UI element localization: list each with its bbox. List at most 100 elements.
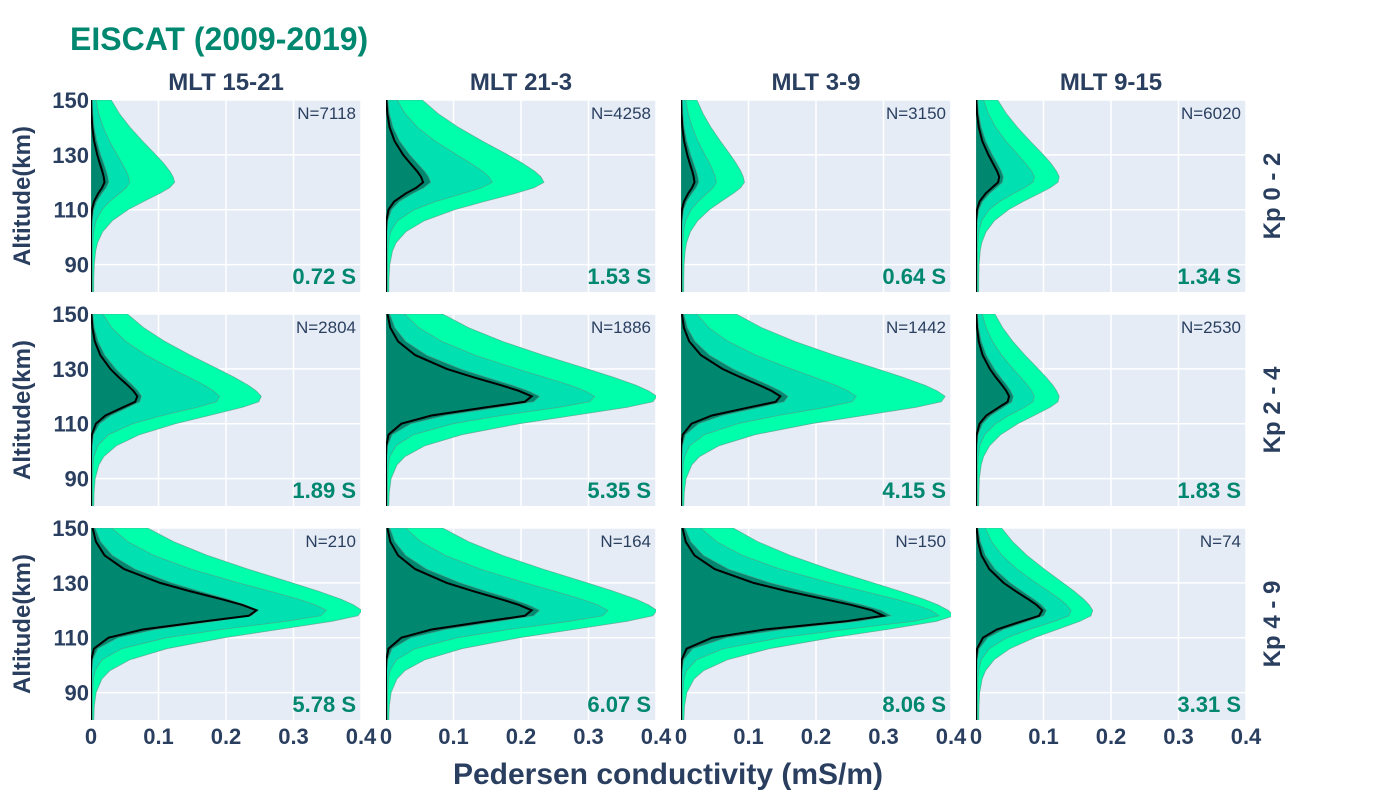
- x-tick-label: 0.4: [641, 724, 672, 749]
- total-conductance-label: 8.06 S: [882, 692, 946, 717]
- x-tick-label: 0: [675, 724, 687, 749]
- column-title-3: MLT 9-15: [1060, 69, 1162, 96]
- panel-2-1: N=164 6.07 S 0 0.1 0.2 0.3 0.4: [380, 527, 672, 749]
- x-tick-label: 0.4: [936, 724, 967, 749]
- panel-0-2: N=3150 0.64 S: [680, 99, 952, 292]
- column-title-1: MLT 21-3: [470, 69, 572, 96]
- median-line: [681, 100, 696, 292]
- sample-count-label: N=7118: [297, 104, 356, 123]
- x-tick-label: 0: [85, 724, 97, 749]
- x-tick-label: 0.1: [438, 724, 469, 749]
- y-axis-label-2: Altitude(km): [9, 554, 36, 694]
- profile-bands: [91, 100, 176, 292]
- y-tick-label: 150: [52, 516, 89, 541]
- y-tick-label: 130: [52, 571, 89, 596]
- middle-percentile-band: [976, 100, 1035, 292]
- profile-bands: [976, 528, 1094, 720]
- profile-bands: [681, 314, 946, 506]
- y-tick-label: 110: [54, 626, 90, 651]
- median-line: [681, 314, 782, 506]
- median-line: [91, 314, 139, 506]
- chart-title: EISCAT (2009-2019): [70, 21, 368, 57]
- total-conductance-label: 1.53 S: [587, 264, 651, 289]
- middle-percentile-band: [681, 314, 857, 506]
- median-line: [976, 528, 1044, 720]
- x-tick-label: 0.4: [1231, 724, 1262, 749]
- sample-count-label: N=210: [305, 532, 356, 551]
- x-tick-label: 0.1: [733, 724, 764, 749]
- middle-percentile-band: [91, 100, 131, 292]
- total-conductance-label: 5.35 S: [587, 478, 651, 503]
- profile-bands: [681, 528, 951, 720]
- profile-bands: [386, 528, 656, 720]
- total-conductance-label: 1.34 S: [1177, 264, 1241, 289]
- y-tick-label: 130: [52, 357, 89, 382]
- y-tick-label: 90: [65, 253, 89, 278]
- y-axis-label-0: Altitude(km): [9, 126, 36, 266]
- x-tick-label: 0: [380, 724, 392, 749]
- median-line: [976, 100, 1001, 292]
- sample-count-label: N=2804: [296, 318, 356, 337]
- profile-bands: [91, 314, 262, 506]
- column-title-0: MLT 15-21: [168, 69, 284, 96]
- median-line: [681, 528, 887, 720]
- y-tick-label: 150: [52, 302, 89, 327]
- panel-2-0: N=210 5.78 S 90 110 130 150 0 0.1 0.2 0.3 0.4: [52, 516, 377, 749]
- median-line: [91, 100, 106, 292]
- y-tick-label: 110: [54, 412, 90, 437]
- sample-count-label: N=74: [1200, 532, 1241, 551]
- sample-count-label: N=1886: [591, 318, 651, 337]
- x-tick-label: 0.2: [506, 724, 537, 749]
- row-label-2: Kp 4 - 9: [1259, 581, 1286, 668]
- sample-count-label: N=3150: [886, 104, 946, 123]
- panel-2-2: N=150 8.06 S 0 0.1 0.2 0.3 0.4: [675, 527, 967, 749]
- profile-bands: [386, 314, 656, 506]
- median-line: [386, 528, 534, 720]
- sample-count-label: N=1442: [886, 318, 946, 337]
- x-tick-label: 0.3: [868, 724, 899, 749]
- total-conductance-label: 6.07 S: [587, 692, 651, 717]
- x-tick-label: 0.1: [1028, 724, 1059, 749]
- x-tick-label: 0.3: [573, 724, 604, 749]
- sample-count-label: N=2530: [1181, 318, 1241, 337]
- panel-1-0: N=2804 1.89 S 90 110 130 150: [52, 302, 362, 506]
- x-tick-label: 0.2: [801, 724, 832, 749]
- profile-bands: [386, 100, 545, 292]
- y-axis-label-1: Altitude(km): [9, 340, 36, 480]
- median-line: [386, 100, 425, 292]
- row-label-1: Kp 2 - 4: [1259, 366, 1286, 453]
- row-label-0: Kp 0 - 2: [1259, 153, 1286, 240]
- total-conductance-label: 0.64 S: [882, 264, 946, 289]
- sample-count-label: N=150: [895, 532, 946, 551]
- profile-bands: [976, 100, 1060, 292]
- median-line: [386, 314, 534, 506]
- panels: N=7118 0.72 S 90 110 130 150 N=4258 1.53 S N=315…: [52, 88, 1262, 749]
- median-line: [976, 314, 1011, 506]
- total-conductance-label: 5.78 S: [292, 692, 356, 717]
- profile-bands: [681, 100, 745, 292]
- total-conductance-label: 1.83 S: [1177, 478, 1241, 503]
- x-tick-label: 0: [970, 724, 982, 749]
- total-conductance-label: 1.89 S: [292, 478, 356, 503]
- panel-1-1: N=1886 5.35 S: [385, 313, 657, 506]
- panel-0-1: N=4258 1.53 S: [385, 99, 657, 292]
- column-title-2: MLT 3-9: [772, 69, 861, 96]
- x-tick-label: 0.2: [211, 724, 242, 749]
- panel-1-3: N=2530 1.83 S: [975, 313, 1247, 506]
- panel-2-3: N=74 3.31 S 0 0.1 0.2 0.3 0.4: [970, 527, 1262, 749]
- panel-0-3: N=6020 1.34 S: [975, 99, 1247, 292]
- total-conductance-label: 0.72 S: [292, 264, 356, 289]
- middle-percentile-band: [386, 100, 493, 292]
- sample-count-label: N=4258: [591, 104, 651, 123]
- x-tick-label: 0.2: [1096, 724, 1127, 749]
- sample-count-label: N=6020: [1181, 104, 1241, 123]
- y-tick-label: 110: [54, 198, 90, 223]
- y-tick-label: 150: [52, 88, 89, 113]
- profile-bands: [91, 528, 361, 720]
- panel-1-2: N=1442 4.15 S: [680, 313, 952, 506]
- x-axis-label: Pedersen conductivity (mS/m): [453, 758, 883, 791]
- x-tick-label: 0.3: [278, 724, 309, 749]
- total-conductance-label: 4.15 S: [882, 478, 946, 503]
- x-tick-label: 0.1: [143, 724, 174, 749]
